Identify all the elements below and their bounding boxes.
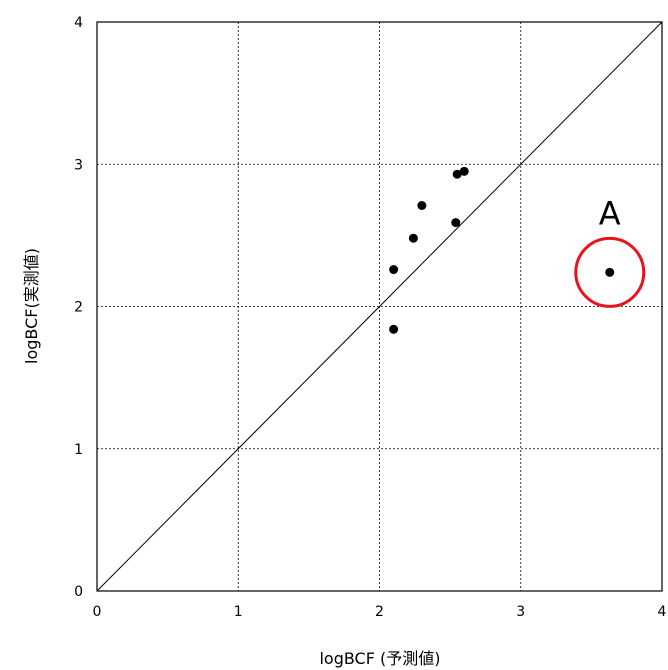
y-tick-labels: 0 1 2 3 4 [74,15,83,600]
x-tick-label: 4 [658,604,667,620]
data-points [389,166,615,334]
x-tick-label: 2 [375,604,384,620]
annotation-label: A [599,194,621,232]
y-tick-label: 1 [74,442,83,458]
data-point [459,166,469,176]
plot-area-frame [96,21,663,592]
data-point [605,267,615,277]
identity-reference-line [96,21,663,592]
x-tick-label: 3 [516,604,525,620]
x-tick-label: 1 [234,604,243,620]
y-tick-label: 4 [74,15,83,31]
y-tick-label: 2 [74,300,83,316]
data-point [452,169,462,179]
y-axis-label: logBCF(実測値) [22,248,41,364]
y-tick-label: 3 [74,157,83,173]
annotations: A [574,194,646,308]
x-tick-labels: 0 1 2 3 4 [93,604,667,620]
highlight-circle [574,236,646,308]
x-tick-label: 0 [93,604,102,620]
data-point [417,201,427,211]
y-tick-label: 0 [74,584,83,600]
data-point [389,265,399,275]
x-axis-label: logBCF (予測値) [319,649,440,668]
data-point [408,233,418,243]
data-point [451,218,461,228]
data-point [389,324,399,334]
